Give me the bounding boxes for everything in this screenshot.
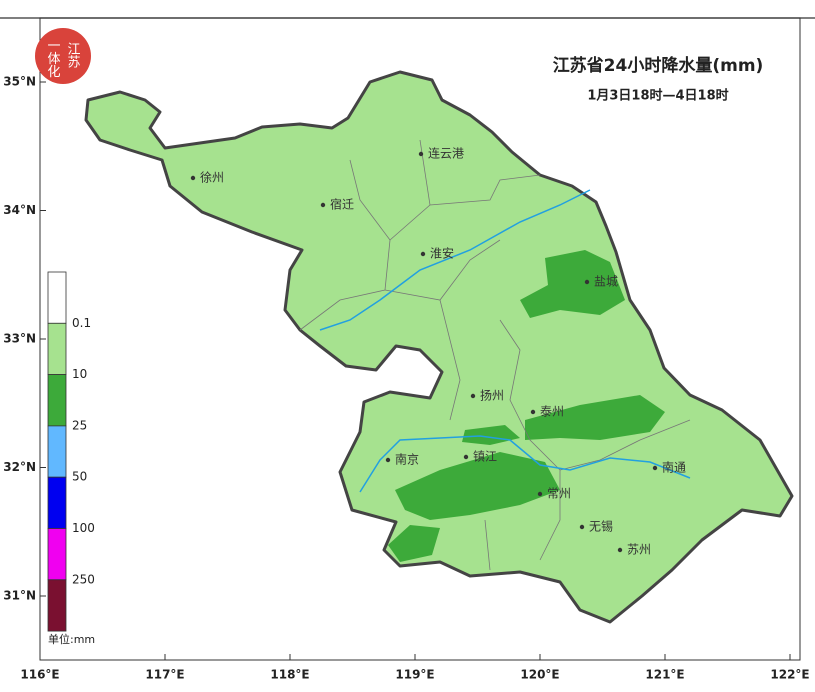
logo-text: 一体化 [45, 39, 61, 79]
city-label: 苏州 [627, 543, 651, 557]
city-label: 宿迁 [330, 197, 354, 212]
legend-label: 50 [72, 470, 87, 484]
x-tick-label: 116°E [20, 668, 59, 682]
x-tick-label: 122°E [770, 668, 809, 682]
subtitle: 1月3日18时—4日18时 [587, 88, 728, 104]
logo: 江苏 一体化 [35, 28, 91, 84]
y-tick-label: 31°N [3, 589, 36, 603]
rain-patches [388, 250, 665, 562]
x-tick-label: 117°E [145, 668, 184, 682]
legend-label: 0.1 [72, 316, 91, 330]
y-tick-label: 32°N [3, 460, 36, 474]
legend-label: 250 [72, 572, 95, 586]
city-dot [617, 547, 623, 553]
x-tick-label: 119°E [395, 668, 434, 682]
logo-badge [35, 28, 91, 84]
legend-label: 25 [72, 418, 87, 432]
city-label: 盐城 [594, 275, 618, 289]
city-dot [470, 393, 476, 399]
x-tick-label: 121°E [645, 668, 684, 682]
legend-label: 100 [72, 521, 95, 535]
city-label: 淮安 [430, 246, 454, 261]
city-label: 南京 [395, 452, 419, 467]
title: 江苏省24小时降水量(mm) [553, 55, 764, 76]
city-label: 镇江 [473, 450, 497, 464]
y-tick-label: 34°N [3, 203, 36, 217]
city-label: 扬州 [480, 388, 504, 403]
legend-swatch [47, 579, 67, 632]
city-dot [652, 465, 658, 471]
legend-swatch [47, 528, 67, 581]
city-label: 南通 [662, 460, 686, 475]
legend-label: 10 [72, 367, 87, 381]
city-dot [385, 457, 391, 463]
city-label: 泰州 [540, 405, 564, 419]
city-label: 常州 [547, 487, 571, 501]
city-dot [463, 454, 469, 460]
legend-swatch [47, 374, 67, 427]
logo-text: 江苏 [65, 42, 81, 68]
legend-swatch [47, 322, 67, 375]
x-tick-label: 118°E [270, 668, 309, 682]
city-dot [537, 491, 543, 497]
rivers [319, 189, 691, 493]
city-dot [530, 409, 536, 415]
city-label: 无锡 [589, 519, 613, 534]
city-dot [190, 175, 196, 181]
legend-unit: 单位:mm [48, 632, 95, 646]
borders [299, 139, 691, 571]
legend-swatch [47, 425, 67, 478]
city-dot [320, 202, 326, 208]
city-dot [418, 151, 424, 157]
city-dot [584, 279, 590, 285]
y-tick-label: 35°N [3, 75, 36, 89]
y-tick-label: 33°N [3, 332, 36, 346]
legend-swatch [47, 476, 67, 529]
city-label: 徐州 [200, 170, 224, 185]
province [84, 70, 794, 624]
city-label: 连云港 [428, 146, 464, 161]
x-tick-label: 120°E [520, 668, 559, 682]
legend-swatch [47, 271, 67, 324]
city-dot [420, 251, 426, 257]
city-dot [579, 524, 585, 530]
